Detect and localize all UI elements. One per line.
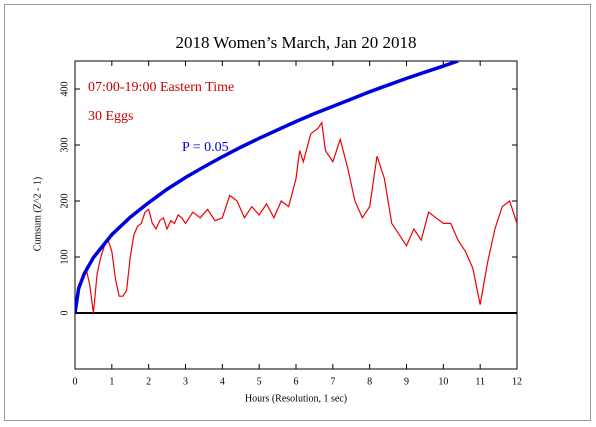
frame xyxy=(4,4,591,421)
x-tick-label: 4 xyxy=(220,376,225,387)
y-tick-label: 400 xyxy=(59,82,70,97)
x-tick-label: 3 xyxy=(183,376,188,387)
x-tick-label: 7 xyxy=(330,376,335,387)
x-axis-label: Hours (Resolution, 1 sec) xyxy=(245,393,347,404)
chart-title: 2018 Women’s March, Jan 20 2018 xyxy=(175,33,416,52)
y-tick-label: 100 xyxy=(59,250,70,265)
y-axis-label: Cumsum (Z^2 - 1) xyxy=(32,177,43,251)
x-tick-label: 12 xyxy=(512,376,522,387)
data-line xyxy=(75,61,459,314)
x-tick-label: 11 xyxy=(475,376,485,387)
x-tick-label: 0 xyxy=(73,376,78,387)
annotation: 30 Eggs xyxy=(88,109,134,124)
x-tick-label: 2 xyxy=(146,376,151,387)
x-tick-label: 8 xyxy=(367,376,372,387)
x-tick-label: 9 xyxy=(404,376,409,387)
data-line xyxy=(75,120,517,314)
annotation: P = 0.05 xyxy=(182,140,229,155)
x-tick-label: 5 xyxy=(257,376,262,387)
annotation: 07:00-19:00 Eastern Time xyxy=(88,80,234,95)
y-tick-label: 0 xyxy=(59,311,70,316)
plot-area xyxy=(74,60,518,370)
x-tick-label: 10 xyxy=(438,376,448,387)
x-tick-label: 6 xyxy=(294,376,299,387)
y-tick-label: 200 xyxy=(59,194,70,209)
y-tick-label: 300 xyxy=(59,138,70,153)
x-tick-label: 1 xyxy=(109,376,114,387)
